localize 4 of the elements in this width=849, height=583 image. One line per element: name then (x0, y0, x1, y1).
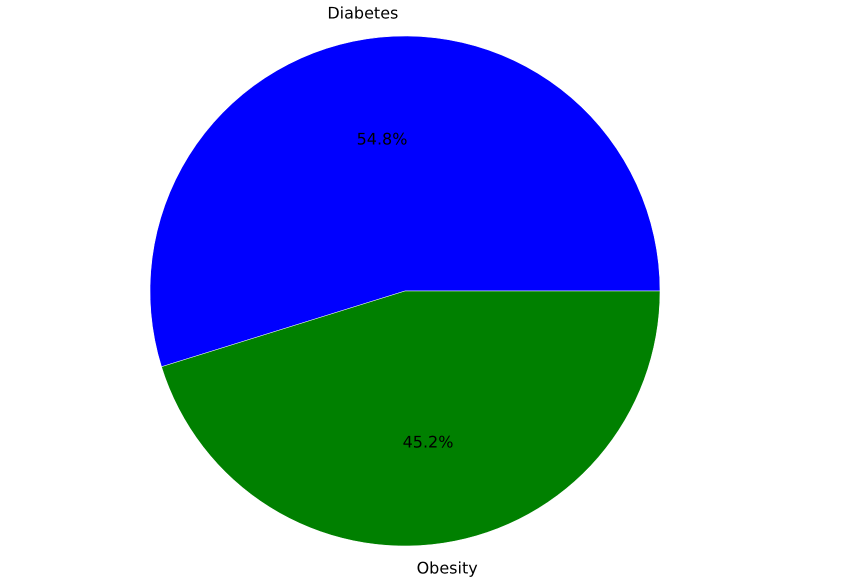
slice-label: Obesity (416, 558, 478, 578)
data-label: 54.8% (356, 130, 408, 149)
slice-label: Diabetes (327, 4, 398, 23)
data-label: 45.2% (402, 432, 454, 452)
